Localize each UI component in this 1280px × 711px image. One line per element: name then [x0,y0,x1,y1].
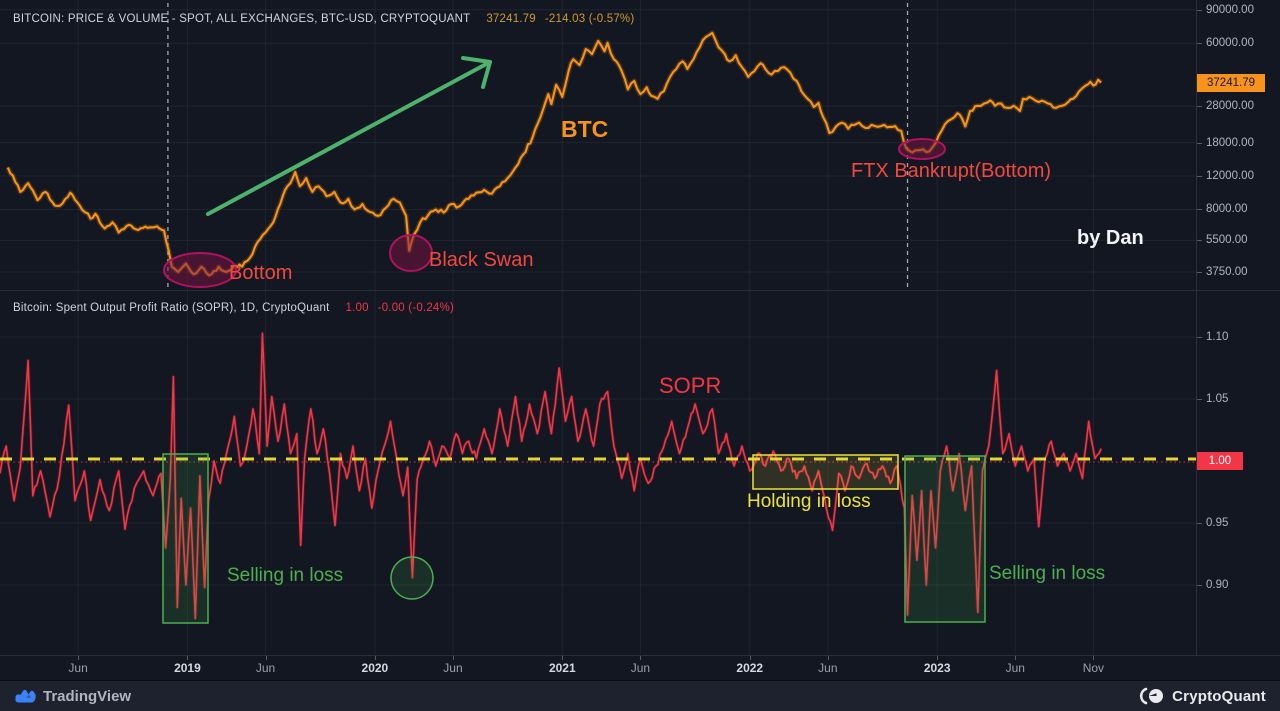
time-axis-tick [187,656,189,660]
tradingview-label: TradingView [43,687,132,705]
price-axis-tick-label: 0.95 [1196,517,1229,529]
time-axis-tick [1093,656,1095,660]
cryptoquant-brand-link[interactable]: CryptoQuant [1137,687,1266,705]
sopr-change: -0.00 (-0.24%) [377,302,454,314]
price-axis-tick-label: 18000.00 [1197,136,1254,149]
time-axis-label: Jun [255,661,276,675]
time-axis-tick [640,656,642,660]
time-axis-label: Nov [1082,661,1105,675]
cryptoquant-label: CryptoQuant [1172,687,1266,705]
time-axis-tick [265,656,267,660]
tradingview-brand-link[interactable]: TradingView [14,688,131,705]
price-axis-tick-label: 5500.00 [1197,234,1248,247]
time-axis-label: Jun [630,661,651,675]
chart-plot[interactable] [0,0,1196,655]
price-axis-tick-label: 60000.00 [1197,37,1254,50]
time-axis-tick [78,656,80,660]
time-scale-axis[interactable]: Jun 2019 Jun 2020 Jun 2021 Jun 2022 Jun 2023 Jun No… [0,655,1280,680]
time-axis-tick [562,656,564,660]
sopr-pane-legend: Bitcoin: Spent Output Profit Ratio (SOPR… [13,302,454,314]
sopr-last-badge: 1.00 [1197,452,1243,470]
price-axis-tick-label: 0.90 [1196,579,1229,591]
price-last-value: 37241.79 [486,13,536,25]
time-axis-label: 2021 [548,661,576,675]
sopr-pane-title: Bitcoin: Spent Output Profit Ratio (SOPR… [13,302,330,314]
price-axis-tick-label: 1.05 [1196,393,1229,405]
time-axis-label: Jun [68,661,88,675]
time-axis-label: 2023 [923,661,951,675]
pane-divider[interactable] [0,290,1280,291]
time-axis-label: 2020 [361,661,389,675]
time-axis-tick [749,656,751,660]
time-axis-tick [452,656,454,660]
price-axis-tick-label: 90000.00 [1197,3,1254,16]
price-change: -214.03 (-0.57%) [544,13,635,25]
sopr-last-value: 1.00 [345,302,369,314]
price-last-badge: 37241.79 [1197,73,1265,92]
time-axis-tick [937,656,939,660]
price-scale-axis[interactable]: 37241.79 1.00 90000.00 60000.00 28000.00 18… [1196,0,1280,655]
price-axis-tick-label: 1.10 [1196,331,1229,343]
time-axis-label: Jun [443,661,463,675]
cryptoquant-logo-icon [1140,687,1164,705]
time-axis-tick [374,656,376,660]
price-axis-tick-label: 28000.00 [1197,100,1254,113]
price-axis-tick-label: 12000.00 [1197,170,1254,183]
chart-canvas[interactable]: BITCOIN: PRICE & VOLUME - SPOT, ALL EXCH… [0,0,1196,655]
price-axis-tick-label: 3750.00 [1197,266,1248,278]
price-pane-legend: BITCOIN: PRICE & VOLUME - SPOT, ALL EXCH… [13,13,634,25]
tradingview-logo-icon [15,689,36,702]
time-axis-label: Jun [1005,661,1025,675]
time-axis-label: 2022 [736,661,764,675]
price-axis-tick-label: 8000.00 [1197,203,1248,216]
time-axis-label: Jun [818,661,838,675]
time-axis-label: 2019 [174,661,201,675]
time-axis-tick [827,656,829,660]
price-pane-title: BITCOIN: PRICE & VOLUME - SPOT, ALL EXCH… [13,13,471,25]
time-axis-tick [1015,656,1017,660]
footer-bar: TradingView CryptoQuant [0,680,1280,711]
